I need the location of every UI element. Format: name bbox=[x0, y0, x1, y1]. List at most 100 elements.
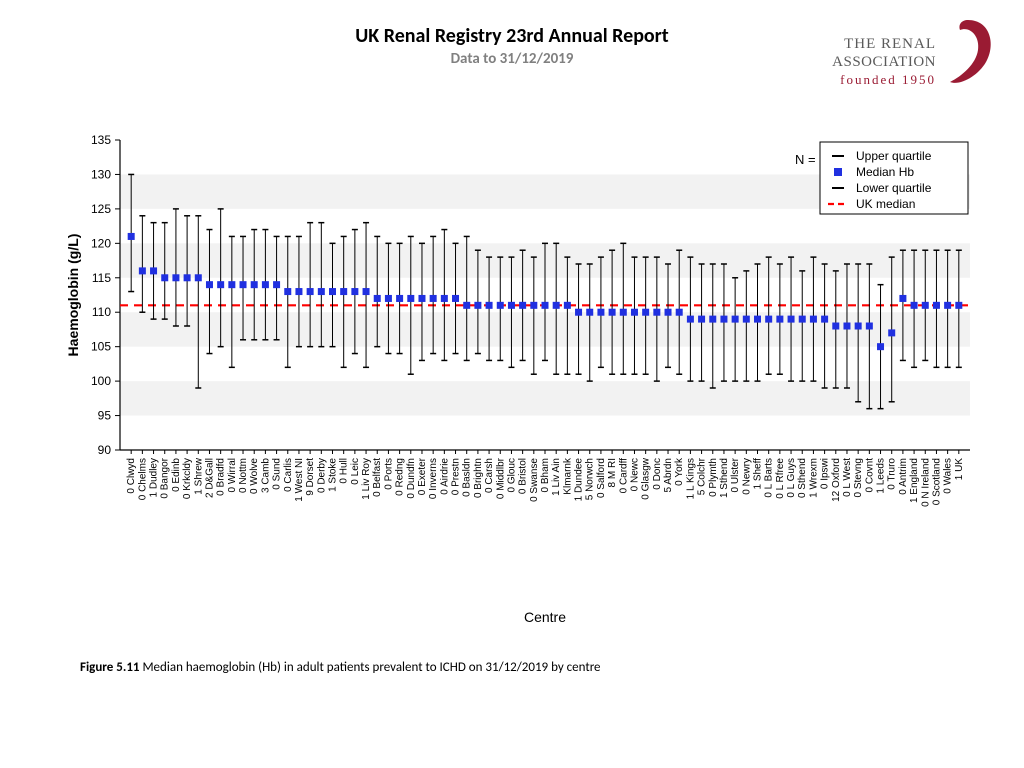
logo-line3: founded 1950 bbox=[840, 72, 936, 87]
svg-text:0 Dundfn: 0 Dundfn bbox=[406, 458, 417, 499]
svg-text:0 Antrim: 0 Antrim bbox=[898, 458, 909, 495]
svg-text:0 Hull: 0 Hull bbox=[339, 458, 350, 484]
svg-text:Klmarnk: Klmarnk bbox=[562, 457, 573, 495]
svg-text:0 Stevng: 0 Stevng bbox=[853, 458, 864, 497]
svg-text:0 Glasgw: 0 Glasgw bbox=[641, 457, 652, 499]
svg-text:0 Basldn: 0 Basldn bbox=[462, 458, 473, 497]
svg-text:0 Bangor: 0 Bangor bbox=[160, 457, 171, 498]
svg-text:Haemoglobin (g/L): Haemoglobin (g/L) bbox=[65, 234, 81, 357]
caption-text: Median haemoglobin (Hb) in adult patient… bbox=[140, 660, 601, 675]
svg-text:0 Newry: 0 Newry bbox=[741, 458, 752, 495]
svg-text:0 Glouc: 0 Glouc bbox=[506, 458, 517, 492]
svg-text:0 L Rfree: 0 L Rfree bbox=[775, 458, 786, 499]
svg-text:12 Oxford: 12 Oxford bbox=[831, 458, 842, 502]
svg-text:0 Belfast: 0 Belfast bbox=[372, 458, 383, 497]
svg-text:0 Carsh: 0 Carsh bbox=[484, 458, 495, 493]
report-page: UK Renal Registry 23rd Annual Report Dat… bbox=[0, 0, 1024, 768]
svg-text:0 Cardff: 0 Cardff bbox=[618, 458, 629, 494]
svg-text:1 England: 1 England bbox=[909, 458, 920, 503]
svg-text:0 Ulster: 0 Ulster bbox=[730, 457, 741, 492]
svg-text:0 Bristol: 0 Bristol bbox=[518, 458, 529, 494]
svg-text:0 York: 0 York bbox=[674, 457, 685, 486]
svg-text:1 Shrew: 1 Shrew bbox=[193, 457, 204, 494]
svg-text:110: 110 bbox=[92, 305, 111, 319]
svg-text:0 Airdrie: 0 Airdrie bbox=[439, 458, 450, 495]
svg-text:0 Wales: 0 Wales bbox=[943, 458, 954, 494]
svg-text:0 Exeter: 0 Exeter bbox=[417, 457, 428, 495]
svg-text:0 Salford: 0 Salford bbox=[596, 458, 607, 498]
svg-text:0 Ipswi: 0 Ipswi bbox=[820, 458, 831, 489]
svg-text:0 Redng: 0 Redng bbox=[395, 458, 406, 496]
svg-text:1 Stoke: 1 Stoke bbox=[328, 458, 339, 492]
svg-text:0 Wirral: 0 Wirral bbox=[227, 458, 238, 492]
svg-text:105: 105 bbox=[91, 340, 111, 354]
svg-text:Lower quartile: Lower quartile bbox=[856, 181, 932, 195]
chart-svg: 90 95 100 105 110 115 120 125 130 135 Haemoglobin … bbox=[60, 130, 980, 640]
svg-text:1 Liv Roy: 1 Liv Roy bbox=[361, 458, 372, 500]
svg-text:0 L Guys: 0 L Guys bbox=[786, 458, 797, 498]
svg-text:0 Krkcldy: 0 Krkcldy bbox=[182, 458, 193, 499]
svg-text:1 Liv Ain: 1 Liv Ain bbox=[551, 458, 562, 496]
svg-text:0 Ports: 0 Ports bbox=[383, 458, 394, 490]
svg-text:1 Sthend: 1 Sthend bbox=[719, 458, 730, 498]
svg-text:120: 120 bbox=[91, 236, 111, 250]
svg-text:0 Scotland: 0 Scotland bbox=[931, 458, 942, 505]
svg-text:0 Covnt: 0 Covnt bbox=[864, 458, 875, 493]
svg-text:0 Derby: 0 Derby bbox=[316, 458, 327, 493]
svg-text:0 Carlis: 0 Carlis bbox=[283, 458, 294, 492]
svg-text:0 Newc: 0 Newc bbox=[629, 458, 640, 491]
svg-text:UK median: UK median bbox=[856, 197, 915, 211]
svg-text:Centre: Centre bbox=[524, 609, 566, 625]
svg-text:0 Swanse: 0 Swanse bbox=[529, 458, 540, 502]
svg-text:5 Norwch: 5 Norwch bbox=[585, 458, 596, 500]
svg-text:0 Middlbr: 0 Middlbr bbox=[495, 457, 506, 499]
svg-text:0 Truro: 0 Truro bbox=[887, 458, 898, 490]
svg-text:0 Plymth: 0 Plymth bbox=[708, 458, 719, 497]
svg-text:0 Brightn: 0 Brightn bbox=[473, 458, 484, 498]
svg-text:Upper quartile: Upper quartile bbox=[856, 149, 932, 163]
svg-text:0 Wolve: 0 Wolve bbox=[249, 458, 260, 494]
logo-line2: ASSOCIATION bbox=[832, 54, 936, 70]
svg-text:2 D&Gall: 2 D&Gall bbox=[204, 458, 215, 498]
svg-text:1 West NI: 1 West NI bbox=[294, 458, 305, 502]
svg-text:0 Nottm: 0 Nottm bbox=[238, 458, 249, 493]
svg-text:1 Dundee: 1 Dundee bbox=[574, 458, 585, 502]
svg-text:130: 130 bbox=[91, 167, 111, 181]
svg-text:0 L West: 0 L West bbox=[842, 458, 853, 497]
svg-text:5 Abrdn: 5 Abrdn bbox=[663, 458, 674, 492]
svg-text:0 Inverns: 0 Inverns bbox=[428, 458, 439, 499]
svg-text:0 Leic: 0 Leic bbox=[350, 458, 361, 485]
logo-svg: THE RENAL ASSOCIATION founded 1950 bbox=[810, 14, 1000, 102]
renal-association-logo: THE RENAL ASSOCIATION founded 1950 bbox=[810, 14, 1000, 102]
svg-text:0 Clwyd: 0 Clwyd bbox=[126, 458, 137, 494]
figure-caption: Figure 5.11 Median haemoglobin (Hb) in a… bbox=[80, 660, 601, 675]
svg-text:0 Prestn: 0 Prestn bbox=[451, 458, 462, 495]
svg-text:100: 100 bbox=[91, 374, 111, 388]
svg-text:0 Donc: 0 Donc bbox=[652, 458, 663, 490]
svg-text:0 Sund: 0 Sund bbox=[272, 458, 283, 490]
svg-text:1 L Kings: 1 L Kings bbox=[685, 458, 696, 499]
caption-prefix: Figure 5.11 bbox=[80, 660, 140, 675]
svg-text:0 Chelms: 0 Chelms bbox=[137, 458, 148, 500]
svg-text:1 Wrexm: 1 Wrexm bbox=[808, 458, 819, 498]
svg-text:3 Camb: 3 Camb bbox=[260, 458, 271, 493]
svg-text:5 Colchr: 5 Colchr bbox=[697, 457, 708, 495]
svg-text:135: 135 bbox=[91, 133, 111, 147]
haemoglobin-chart: 90 95 100 105 110 115 120 125 130 135 Haemoglobin … bbox=[60, 130, 980, 640]
svg-text:Median Hb: Median Hb bbox=[856, 165, 914, 179]
svg-text:115: 115 bbox=[92, 271, 111, 285]
svg-text:9 Dorset: 9 Dorset bbox=[305, 458, 316, 496]
svg-text:0 Edinb: 0 Edinb bbox=[171, 458, 182, 492]
svg-text:0 N Ireland: 0 N Ireland bbox=[920, 458, 931, 507]
svg-text:1 Dudley: 1 Dudley bbox=[149, 458, 160, 497]
svg-text:125: 125 bbox=[91, 202, 111, 216]
logo-line1: THE RENAL bbox=[844, 36, 936, 52]
svg-text:95: 95 bbox=[98, 409, 112, 423]
svg-text:1 Sheff: 1 Sheff bbox=[753, 458, 764, 490]
svg-text:0 Sthend: 0 Sthend bbox=[797, 458, 808, 498]
svg-text:1 Leeds: 1 Leeds bbox=[876, 458, 887, 494]
svg-text:8 M RI: 8 M RI bbox=[607, 458, 618, 487]
svg-text:0 Bham: 0 Bham bbox=[540, 458, 551, 492]
svg-text:1 UK: 1 UK bbox=[954, 458, 965, 481]
svg-text:90: 90 bbox=[98, 443, 112, 457]
